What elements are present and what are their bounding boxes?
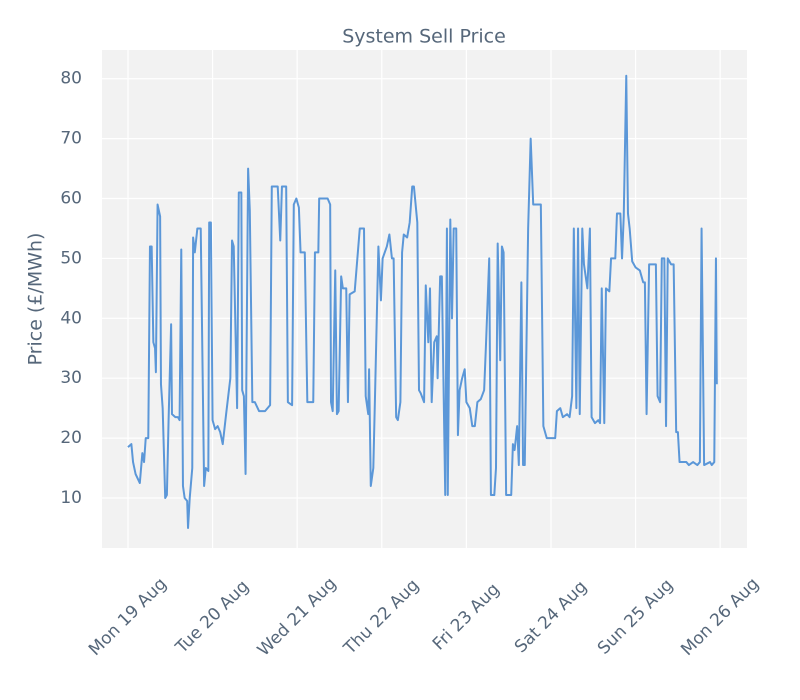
x-tick-label: Thu 22 Aug [339,575,423,659]
marks [127,74,718,529]
chart-title: System Sell Price [342,26,506,48]
y-tick-label: 70 [60,129,82,149]
plot-area [102,50,747,548]
y-tick-label: 10 [60,488,82,508]
y-tick-label: 60 [60,189,82,209]
y-tick-label: 20 [60,428,82,448]
y-tick-label: 50 [60,248,82,268]
x-tick-label: Mon 19 Aug [85,574,171,660]
grid [102,50,747,548]
y-tick-label: 80 [60,69,82,89]
x-tick-label: Sun 25 Aug [594,575,677,658]
x-tick-label: Mon 26 Aug [677,574,763,660]
x-tick-label: Tue 20 Aug [171,576,253,658]
price-line [127,74,718,529]
x-tick-label: Fri 23 Aug [429,580,504,655]
x-tick-label: Sat 24 Aug [511,577,591,657]
x-tick-label: Wed 21 Aug [254,574,341,661]
y-tick-label: 40 [60,308,82,328]
y-axis-label: Price (£/MWh) [25,233,47,366]
y-tick-label: 30 [60,368,82,388]
